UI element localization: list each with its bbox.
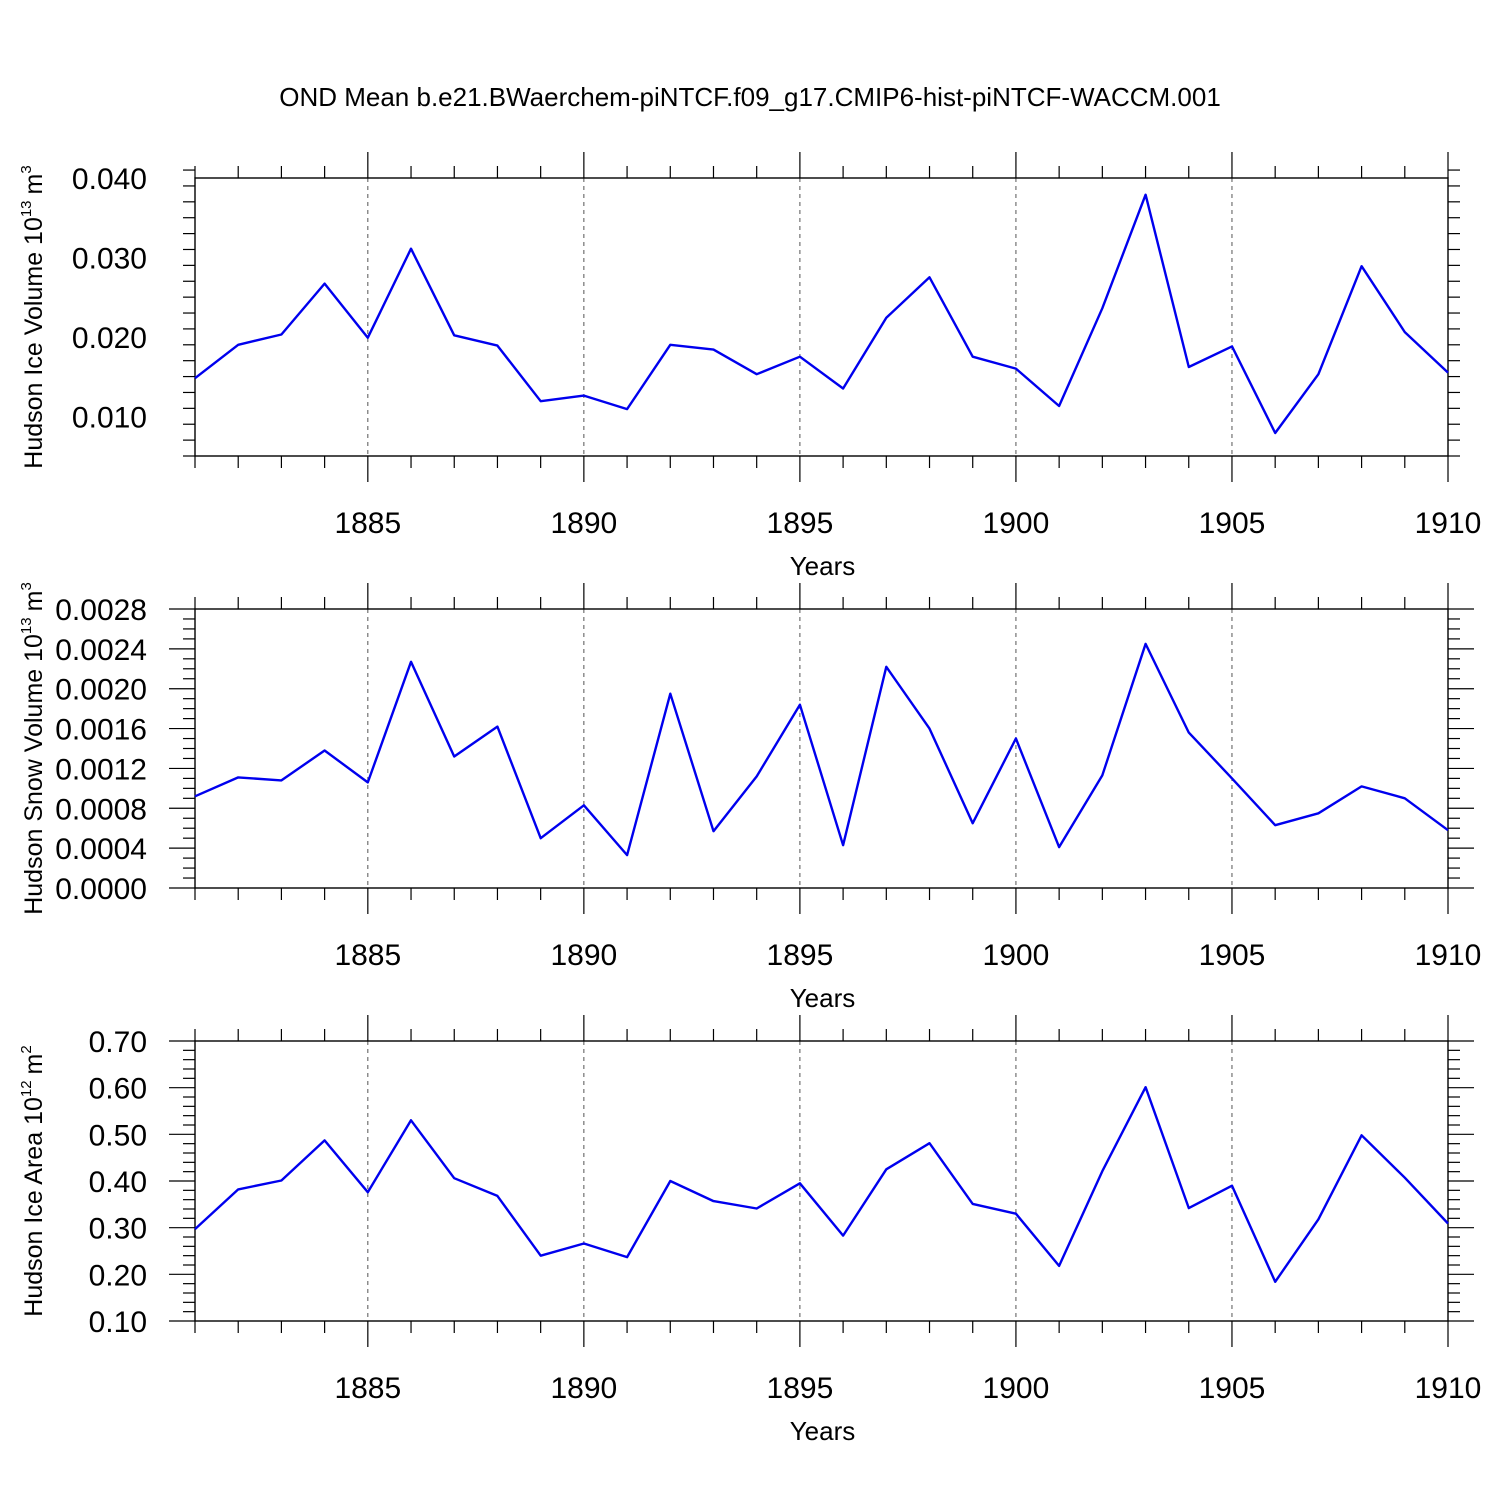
y-axis-label-exponent: 12 xyxy=(18,1080,35,1097)
y-axis-label-main: Hudson Snow Volume 10 xyxy=(20,634,48,915)
x-tick-label: 1895 xyxy=(767,507,834,540)
y-tick-label: 0.60 xyxy=(89,1073,147,1106)
x-tick-label: 1890 xyxy=(550,939,617,972)
panel-2: 0.0000 0.0004 0.0008 0.0012 0.0016 0.0020 0.00… xyxy=(18,582,1481,1013)
y-axis-label-unit: m xyxy=(20,174,48,195)
x-tick-label: 1910 xyxy=(1415,1372,1482,1405)
y-tick-label: 0.020 xyxy=(72,322,147,355)
x-tick-label: 1895 xyxy=(767,1372,834,1405)
y-tick-label: 0.0000 xyxy=(55,873,147,906)
x-tick-label: 1900 xyxy=(983,1372,1050,1405)
panel-1: 0.010 0.020 0.030 0.040 1885 1890 1895 1900 1905… xyxy=(18,152,1481,581)
y-tick-label: 0.040 xyxy=(72,163,147,196)
series-line xyxy=(194,193,1449,435)
panels: 0.010 0.020 0.030 0.040 1885 1890 1895 1900 1905… xyxy=(18,152,1481,1446)
y-axis-label: Hudson Ice Volume 1013 m3 xyxy=(18,165,48,468)
y-axis-label-unit: m xyxy=(20,591,48,612)
y-axis-label-unit: m xyxy=(20,1054,48,1075)
y-axis-label-exponent: 13 xyxy=(18,617,35,634)
y-axis-label: Hudson Ice Area 1012 m2 xyxy=(18,1045,48,1316)
x-tick-label: 1890 xyxy=(550,1372,617,1405)
x-tick-label: 1900 xyxy=(983,507,1050,540)
x-axis-label: Years xyxy=(790,983,856,1013)
chart-title: OND Mean b.e21.BWaerchem-piNTCF.f09_g17.… xyxy=(279,82,1221,112)
y-axis-label-unit-exponent: 3 xyxy=(18,582,35,590)
panel-3: 0.10 0.20 0.30 0.40 0.50 0.60 0.70 1885 1890 1895… xyxy=(18,1015,1481,1446)
x-tick-label: 1885 xyxy=(334,939,401,972)
y-tick-label: 0.0012 xyxy=(55,753,147,786)
plot-frame xyxy=(194,1040,1449,1322)
y-tick-label: 0.0028 xyxy=(55,594,147,627)
y-axis-label-main: Hudson Ice Volume 10 xyxy=(20,217,48,469)
series-line xyxy=(194,642,1449,857)
x-tick-label: 1885 xyxy=(334,1372,401,1405)
y-tick-label: 0.0020 xyxy=(55,674,147,707)
x-tick-label: 1895 xyxy=(767,939,834,972)
y-tick-label: 0.50 xyxy=(89,1119,147,1152)
x-tick-label: 1885 xyxy=(334,507,401,540)
x-tick-label: 1890 xyxy=(550,507,617,540)
y-tick-label: 0.20 xyxy=(89,1259,147,1292)
x-tick-label: 1910 xyxy=(1415,507,1482,540)
x-tick-label: 1900 xyxy=(983,939,1050,972)
y-tick-label: 0.30 xyxy=(89,1213,147,1246)
y-axis-label-unit-exponent: 2 xyxy=(18,1045,35,1053)
x-axis-label: Years xyxy=(790,1416,856,1446)
y-tick-label: 0.0024 xyxy=(55,634,147,667)
y-tick-label: 0.0008 xyxy=(55,793,147,826)
x-tick-label: 1910 xyxy=(1415,939,1482,972)
series-line xyxy=(194,1085,1449,1284)
y-tick-label: 0.010 xyxy=(72,401,147,434)
y-axis-label-main: Hudson Ice Area 10 xyxy=(20,1097,48,1317)
x-tick-label: 1905 xyxy=(1199,1372,1266,1405)
y-tick-label: 0.70 xyxy=(89,1026,147,1059)
y-tick-label: 0.0004 xyxy=(55,833,147,866)
y-tick-label: 0.030 xyxy=(72,242,147,275)
y-tick-label: 0.40 xyxy=(89,1166,147,1199)
x-axis-label: Years xyxy=(790,551,856,581)
y-axis-label-exponent: 13 xyxy=(18,200,35,217)
y-tick-label: 0.10 xyxy=(89,1306,147,1339)
plot-frame xyxy=(194,608,1449,889)
x-tick-label: 1905 xyxy=(1199,507,1266,540)
x-tick-label: 1905 xyxy=(1199,939,1266,972)
y-tick-label: 0.0016 xyxy=(55,714,147,747)
y-axis-label-unit-exponent: 3 xyxy=(18,165,35,173)
plot-frame xyxy=(194,177,1449,457)
y-axis-label: Hudson Snow Volume 1013 m3 xyxy=(18,582,48,915)
